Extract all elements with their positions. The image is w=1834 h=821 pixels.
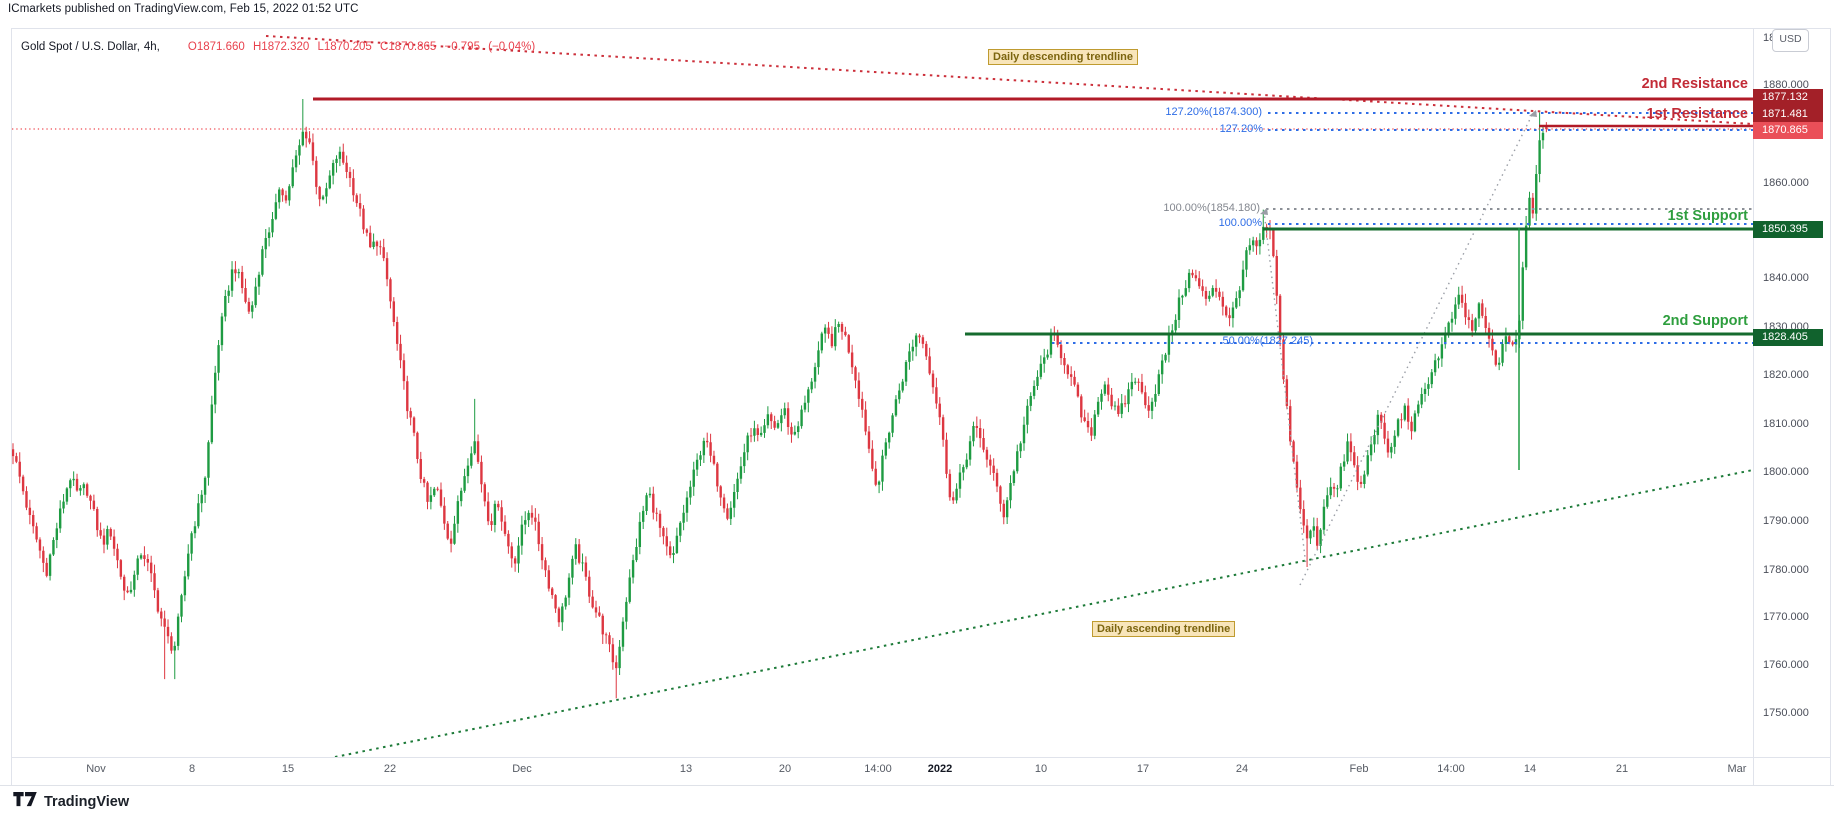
price-axis-label: 1770.000: [1763, 611, 1809, 623]
candle-path: [49, 99, 1544, 680]
price-axis-label: 1750.000: [1763, 707, 1809, 719]
price-axis-label: 1800.000: [1763, 466, 1809, 478]
connector-end-marker: [1260, 208, 1268, 215]
trendline-note-badge[interactable]: Daily descending trendline: [988, 49, 1138, 65]
candlestick-series: [12, 99, 1548, 699]
fib-level-label[interactable]: 127.20%(1874.300): [1165, 106, 1262, 118]
symbol-name: Gold Spot / U.S. Dollar,: [21, 41, 140, 53]
tradingview-footer: TradingView: [13, 792, 129, 812]
daily-ascending-trendline[interactable]: [334, 469, 1753, 757]
time-axis-label: Feb: [1349, 763, 1369, 775]
time-axis-label: 17: [1136, 763, 1150, 775]
chart-drawings[interactable]: [12, 35, 1753, 757]
price-tag: 1828.405: [1753, 328, 1823, 346]
time-axis-label: 10: [1034, 763, 1048, 775]
price-axis-label: 1880.000: [1763, 79, 1809, 91]
level-label[interactable]: 1st Resistance: [1646, 106, 1748, 122]
price-axis-label: 1860.000: [1763, 177, 1809, 189]
candle-path: [48, 131, 1545, 669]
daily-descending-trendline[interactable]: [265, 35, 1753, 125]
candle-path: [12, 125, 1548, 669]
fib-connector-2[interactable]: [1299, 112, 1534, 586]
interval-label: 4h,: [143, 41, 160, 53]
level-label[interactable]: 2nd Resistance: [1641, 76, 1748, 92]
chart-frame: [0, 28, 1834, 786]
time-axis-label: Nov: [86, 763, 106, 775]
connector-end-marker: [1529, 110, 1537, 117]
time-axis-label: 14:00: [1437, 763, 1465, 775]
time-axis-label: Mar: [1727, 763, 1747, 775]
price-axis-label: 1810.000: [1763, 418, 1809, 430]
time-axis-label: 15: [281, 763, 295, 775]
fib-level-label[interactable]: 127.20%: [1219, 123, 1263, 135]
price-axis-label: 1790.000: [1763, 515, 1809, 527]
price-tag: 1871.481: [1753, 105, 1823, 123]
chart-legend[interactable]: Gold Spot / U.S. Dollar, 4h, O1871.660 H18…: [21, 41, 535, 53]
price-axis-label: 1780.000: [1763, 564, 1809, 576]
time-axis-label: 21: [1615, 763, 1629, 775]
currency-toggle-button[interactable]: USD: [1772, 29, 1809, 52]
price-axis-label: 1820.000: [1763, 369, 1809, 381]
fib-level-label[interactable]: 50.00%(1827.245): [1222, 335, 1313, 347]
trendline-note-badge[interactable]: Daily ascending trendline: [1092, 621, 1236, 637]
price-tag: 1870.865: [1753, 121, 1823, 139]
time-axis-label: 14:00: [864, 763, 892, 775]
time-axis-label: Dec: [512, 763, 532, 775]
level-label[interactable]: 1st Support: [1667, 208, 1748, 224]
time-axis-label: 2022: [927, 763, 953, 775]
fib-connector-1[interactable]: [1263, 210, 1307, 567]
price-tag: 1877.132: [1753, 88, 1823, 106]
level-label[interactable]: 2nd Support: [1662, 313, 1748, 329]
tradingview-logo-icon: [13, 792, 38, 812]
time-axis-label: 20: [778, 763, 792, 775]
tradingview-brand-text: TradingView: [44, 794, 130, 810]
publish-note: ICmarkets published on TradingView.com, …: [8, 3, 359, 15]
ohlc-values: O1871.660 H1872.320 L1870.205 C1870.865 …: [187, 41, 536, 53]
fib-level-label[interactable]: 100.00%(1854.180): [1163, 202, 1260, 214]
price-axis-label: 1840.000: [1763, 272, 1809, 284]
time-axis-label: 14: [1523, 763, 1537, 775]
price-tag: 1850.395: [1753, 220, 1823, 238]
time-axis-label: 8: [188, 763, 196, 775]
fib-level-label[interactable]: 100.00%: [1218, 217, 1262, 229]
time-axis-label: 13: [679, 763, 693, 775]
price-axis-label: 1760.000: [1763, 659, 1809, 671]
time-axis-label: 24: [1235, 763, 1249, 775]
time-axis-label: 22: [383, 763, 397, 775]
